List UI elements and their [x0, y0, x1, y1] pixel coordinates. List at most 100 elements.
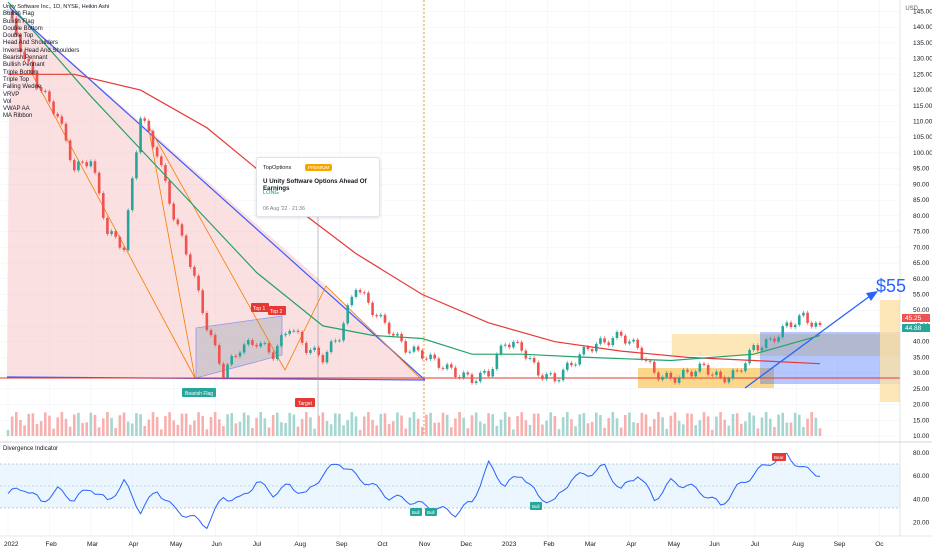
candle-body [723, 377, 727, 383]
candle-body [387, 322, 391, 334]
y-axis-price[interactable]: 10.0015.0020.0025.0030.0035.0040.0045.00… [913, 8, 932, 440]
x-tick-label: Aug [294, 541, 306, 548]
price-candles [6, 9, 822, 386]
candle-body [582, 346, 586, 355]
y-tick-label: 55.00 [913, 291, 930, 298]
volume-bar [255, 417, 258, 436]
legend-item[interactable]: Inverse Head And Shoulders [3, 47, 80, 54]
news-direction: LONG [263, 190, 279, 196]
legend-item[interactable]: Bullish Flag [3, 11, 35, 18]
volume-bar [333, 413, 337, 436]
volume-bar [735, 413, 739, 436]
volume-bar [338, 413, 341, 436]
candle-body [85, 162, 89, 167]
candle-body [296, 330, 300, 332]
candle-body [507, 344, 511, 348]
volume-bar [176, 424, 180, 436]
volume-bar [793, 412, 797, 436]
y-tick-label: 130.00 [913, 56, 932, 63]
candle-body [802, 312, 805, 316]
legend-item[interactable]: Triple Bottom [3, 69, 39, 76]
volume-bar [727, 425, 731, 436]
candle-body [184, 235, 188, 255]
y-tick-label: 85.00 [913, 197, 930, 204]
candle-body [52, 101, 55, 114]
candle-body [222, 363, 225, 378]
volume-bar [284, 422, 287, 436]
x-tick-label: May [668, 541, 681, 548]
candle-body [346, 305, 350, 324]
volume-bar [454, 418, 457, 436]
y-tick-label: 80.00 [913, 213, 930, 220]
legend-item[interactable]: Falling Wedge [3, 84, 42, 91]
ma-short-line [7, 1, 821, 362]
volume-bar [694, 425, 698, 436]
target-price-text: $55 [876, 276, 906, 296]
news-time: 06 Aug '22 · 21:36 [263, 206, 305, 212]
candle-body [632, 339, 635, 342]
candle-body [710, 374, 714, 376]
legend-item[interactable]: Double Top [3, 33, 34, 40]
volume-bar [686, 413, 689, 436]
volume-bar [292, 414, 296, 436]
volume-bar [404, 428, 408, 436]
candle-body [599, 338, 602, 344]
indicator-title[interactable]: Divergence Indicator [3, 446, 59, 452]
volume-bar [147, 419, 151, 436]
candle-body [106, 217, 109, 234]
legend-item[interactable]: MA Ribbon [3, 113, 33, 120]
x-tick-label: Mar [87, 541, 99, 548]
indicator-tick-label: 60.00 [913, 473, 930, 480]
volume-bar [512, 429, 515, 436]
legend-item[interactable]: Vol [3, 98, 12, 105]
candle-body [23, 51, 26, 60]
legend-item[interactable]: Triple Top [3, 76, 30, 83]
legend-item[interactable]: Bearish Pennant [3, 55, 48, 62]
volume-bar [561, 417, 565, 436]
x-axis[interactable]: 2022 Feb Mar Apr May Jun Jul Aug Sep Oct Nov Dec 202… [4, 541, 884, 548]
volume-bar [23, 425, 26, 436]
volume-bar [495, 425, 499, 436]
y-axis-indicator[interactable]: 20.00 40.00 60.00 80.00 [913, 450, 930, 527]
candle-body [532, 358, 536, 363]
y-tick-label: 50.00 [913, 307, 930, 314]
candle-body [135, 152, 138, 179]
news-headline[interactable]: U Unity Software Options Ahead Of Earnin… [263, 178, 367, 192]
candle-body [748, 350, 751, 364]
y-tick-label: 10.00 [913, 433, 930, 440]
volume-bar [122, 412, 126, 436]
candle-body [234, 355, 238, 357]
legend-item[interactable]: Double Bottom [3, 25, 43, 32]
candle-body [35, 73, 39, 88]
candle-body [619, 331, 623, 336]
candle-body [60, 116, 64, 124]
candle-body [309, 350, 312, 353]
volume-bar [31, 413, 35, 436]
legend-item[interactable]: Bullish Pennant [3, 62, 45, 69]
y-tick-label: 120.00 [913, 87, 932, 94]
candle-body [541, 375, 544, 380]
volume-bar [159, 429, 163, 436]
legend-item[interactable]: Head And Shoulders [3, 40, 59, 47]
volume-bar [628, 412, 631, 436]
volume-bar [615, 418, 619, 436]
volume-bar [350, 412, 354, 436]
candle-body [578, 354, 582, 365]
legend-item[interactable]: VRVP [3, 91, 20, 98]
volume-bar [97, 427, 101, 436]
candle-body [130, 178, 134, 211]
volume-bar [599, 415, 602, 436]
target-arrowhead [866, 291, 878, 301]
legend-item[interactable]: Bullish Flag [3, 18, 35, 25]
candle-body [118, 236, 122, 248]
volume-bar [39, 421, 43, 436]
news-card[interactable]: TopOptions PREMIUM U Unity Software Opti… [256, 157, 380, 217]
legend-item[interactable]: VWAP AA [3, 106, 30, 113]
candle-body [570, 362, 573, 366]
legend-title: Unity Software Inc., 1D, NYSE, Heikin As… [3, 4, 110, 10]
volume-bar [760, 417, 764, 436]
volume-bar [503, 412, 507, 436]
candle-body [449, 364, 453, 368]
volume-bar [690, 413, 693, 436]
